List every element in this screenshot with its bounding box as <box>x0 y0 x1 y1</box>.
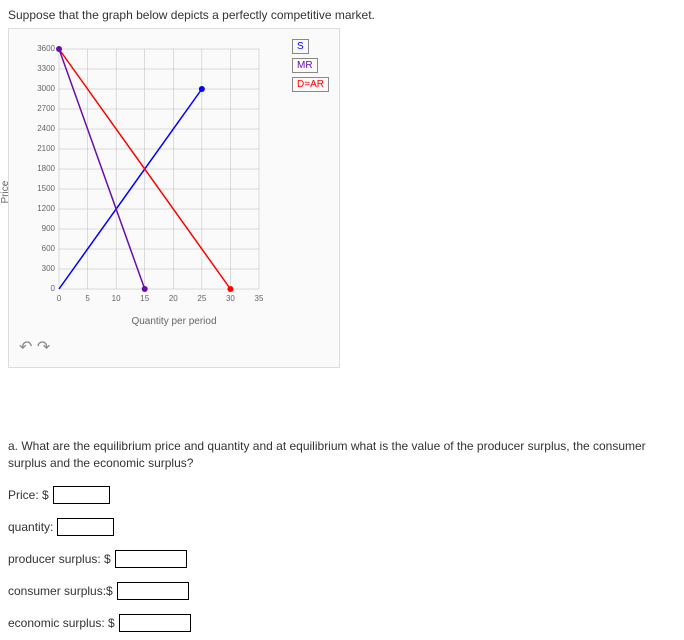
economic-input[interactable] <box>119 614 191 632</box>
economic-label: economic surplus: $ <box>8 616 115 630</box>
quantity-row: quantity: <box>8 518 676 536</box>
redo-icon[interactable]: ↷ <box>37 339 50 356</box>
svg-text:1500: 1500 <box>37 184 55 193</box>
chart-svg: 0 300 600 900 1200 1500 1800 2100 2400 2… <box>19 39 279 309</box>
undo-redo-bar: ↶ ↷ <box>19 337 329 357</box>
question-a-text: a. What are the equilibrium price and qu… <box>8 438 676 472</box>
producer-input[interactable] <box>115 550 187 568</box>
economic-row: economic surplus: $ <box>8 614 676 632</box>
y-axis-label: Price <box>0 181 11 204</box>
price-label: Price: $ <box>8 488 49 502</box>
undo-icon[interactable]: ↶ <box>19 339 32 356</box>
svg-text:20: 20 <box>169 294 178 303</box>
intro-text: Suppose that the graph below depicts a p… <box>8 8 676 22</box>
svg-text:10: 10 <box>112 294 121 303</box>
svg-text:1200: 1200 <box>37 204 55 213</box>
svg-text:3300: 3300 <box>37 64 55 73</box>
svg-text:300: 300 <box>42 264 56 273</box>
svg-text:2100: 2100 <box>37 144 55 153</box>
quantity-input[interactable] <box>57 518 114 536</box>
svg-text:5: 5 <box>85 294 90 303</box>
chart-panel: S MR D=AR <box>8 28 340 368</box>
svg-text:600: 600 <box>42 244 56 253</box>
svg-text:0: 0 <box>51 284 56 293</box>
price-row: Price: $ <box>8 486 676 504</box>
producer-label: producer surplus: $ <box>8 552 111 566</box>
svg-text:2700: 2700 <box>37 104 55 113</box>
legend-s[interactable]: S <box>292 39 309 54</box>
quantity-label: quantity: <box>8 520 53 534</box>
consumer-label: consumer surplus:$ <box>8 584 113 598</box>
svg-text:30: 30 <box>226 294 235 303</box>
svg-text:35: 35 <box>255 294 264 303</box>
svg-text:0: 0 <box>57 294 62 303</box>
producer-row: producer surplus: $ <box>8 550 676 568</box>
price-input[interactable] <box>53 486 110 504</box>
legend-mr[interactable]: MR <box>292 58 318 73</box>
svg-text:1800: 1800 <box>37 164 55 173</box>
consumer-row: consumer surplus:$ <box>8 582 676 600</box>
svg-text:2400: 2400 <box>37 124 55 133</box>
legend: S MR D=AR <box>292 39 329 96</box>
x-axis-label: Quantity per period <box>19 316 329 327</box>
consumer-input[interactable] <box>117 582 189 600</box>
svg-text:15: 15 <box>140 294 149 303</box>
svg-text:25: 25 <box>197 294 206 303</box>
svg-text:900: 900 <box>42 224 56 233</box>
legend-dar[interactable]: D=AR <box>292 77 329 92</box>
svg-text:3600: 3600 <box>37 44 55 53</box>
svg-text:3000: 3000 <box>37 84 55 93</box>
